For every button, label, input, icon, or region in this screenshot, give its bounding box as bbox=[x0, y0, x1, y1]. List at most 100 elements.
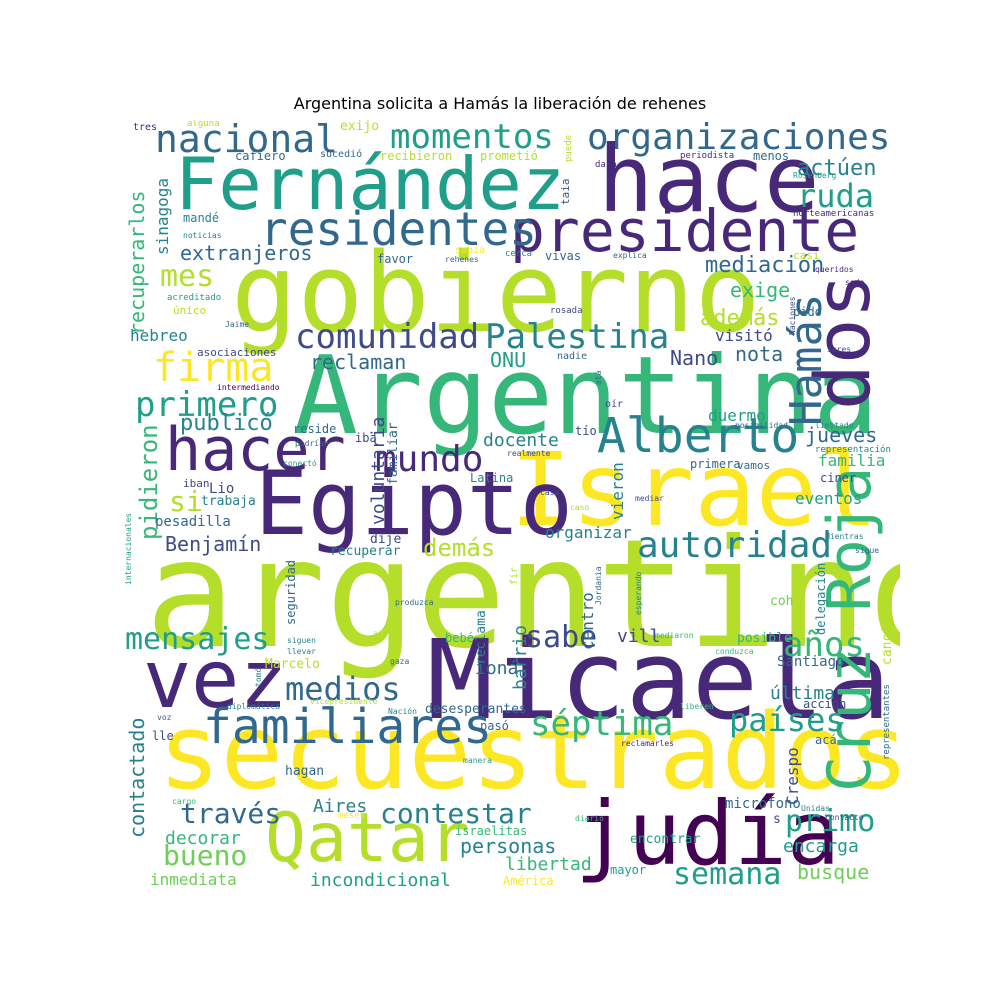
word: Jordania bbox=[594, 566, 603, 605]
word: primero bbox=[135, 385, 279, 425]
word: años bbox=[783, 625, 865, 665]
word: nacional bbox=[155, 120, 339, 161]
word: desesperantes bbox=[425, 702, 527, 717]
word: eventos bbox=[795, 489, 863, 508]
word: meses bbox=[338, 811, 366, 821]
word: voz bbox=[157, 713, 172, 722]
word: acción bbox=[803, 697, 847, 711]
word: familiares bbox=[203, 699, 492, 755]
word: Mientras bbox=[825, 532, 864, 541]
word: s bbox=[773, 812, 781, 827]
word: prometió bbox=[480, 149, 538, 163]
word: llevar bbox=[287, 647, 316, 656]
word: Israel bbox=[510, 431, 879, 550]
word: periodista bbox=[680, 151, 735, 161]
word: mes bbox=[160, 259, 215, 294]
word: bebé bbox=[445, 631, 474, 645]
word: recuperar bbox=[330, 544, 401, 559]
word: contacto bbox=[825, 813, 864, 822]
word: casa bbox=[540, 488, 560, 497]
word: familia bbox=[818, 451, 886, 470]
word: países bbox=[729, 701, 845, 739]
word: encontrar bbox=[630, 832, 701, 847]
word: contactado bbox=[125, 717, 149, 838]
word: vez bbox=[143, 633, 288, 726]
word: judía bbox=[575, 782, 840, 885]
word: visitó bbox=[715, 326, 773, 345]
word: favor bbox=[377, 252, 414, 266]
word: primo bbox=[785, 804, 876, 839]
word: residentes bbox=[260, 202, 537, 256]
word: publicó bbox=[180, 411, 273, 436]
word: lle bbox=[152, 729, 174, 743]
word: puede bbox=[564, 134, 574, 162]
word: micrófono bbox=[725, 796, 801, 812]
word: primera bbox=[690, 457, 741, 471]
word: podrían bbox=[295, 439, 329, 448]
word: recibieron bbox=[380, 149, 453, 163]
word: mediación bbox=[705, 253, 825, 278]
word: delegación bbox=[814, 562, 828, 635]
word: sigue bbox=[855, 546, 880, 555]
word: nadie bbox=[557, 351, 588, 362]
word: iban bbox=[183, 477, 210, 490]
word: tío bbox=[575, 424, 597, 438]
word: liberen bbox=[680, 702, 714, 711]
word: explica bbox=[613, 251, 647, 260]
word: posible bbox=[737, 631, 792, 646]
word: momentos bbox=[390, 120, 554, 157]
word-cloud: argentino Argentina gobierno secuestrado… bbox=[125, 120, 900, 895]
word: esperando bbox=[634, 571, 643, 615]
word: Aires bbox=[313, 796, 368, 817]
word: sabe bbox=[525, 620, 598, 655]
word: mediar bbox=[635, 494, 664, 503]
word: atá bbox=[594, 370, 603, 385]
word: personas bbox=[460, 834, 557, 858]
word: mundo bbox=[375, 439, 484, 480]
word: libertad bbox=[505, 854, 592, 875]
word: daia bbox=[595, 160, 617, 170]
word: busque bbox=[797, 860, 870, 884]
word: recuperarlos bbox=[125, 190, 149, 336]
word: través bbox=[180, 797, 282, 830]
word: reclaman bbox=[310, 350, 407, 374]
word: hagan bbox=[285, 764, 325, 779]
word: sinagoga bbox=[153, 177, 172, 255]
word: Nación bbox=[388, 707, 417, 716]
word: oír bbox=[605, 399, 624, 410]
word: reclama bbox=[474, 610, 489, 665]
word: manera bbox=[463, 756, 492, 765]
word: hacer bbox=[165, 415, 346, 485]
chart-title: Argentina solicita a Hamás la liberación… bbox=[293, 94, 707, 113]
word: rehenes bbox=[445, 255, 479, 264]
word: además bbox=[700, 306, 780, 331]
word: vivas bbox=[545, 249, 582, 263]
word: internacionales bbox=[125, 512, 133, 585]
word: semana bbox=[673, 857, 782, 892]
word: mensajes bbox=[125, 622, 270, 657]
word: bueno bbox=[163, 839, 248, 872]
word: jueves bbox=[805, 423, 878, 447]
word: extranjeros bbox=[180, 241, 313, 265]
word: posibilidad bbox=[735, 421, 788, 430]
word: trabaja bbox=[201, 494, 256, 509]
word: Micaela bbox=[427, 616, 891, 744]
word: representación bbox=[815, 445, 891, 455]
word: mayor bbox=[610, 863, 647, 877]
word: docente bbox=[483, 430, 559, 451]
word: secuestrados bbox=[158, 691, 900, 813]
word: decorar bbox=[165, 828, 241, 849]
word: argentino bbox=[145, 508, 900, 682]
word: sabía bbox=[455, 245, 486, 256]
word: organizaciones bbox=[587, 120, 891, 158]
word: contestar bbox=[380, 797, 532, 830]
word: autoridad bbox=[637, 525, 833, 566]
word: asociaciones bbox=[197, 346, 277, 359]
word: intermediando bbox=[217, 383, 280, 392]
word: norteamericanas bbox=[793, 209, 875, 219]
word: ruda bbox=[797, 177, 875, 215]
word: limitado bbox=[815, 421, 854, 430]
word: pesadilla bbox=[155, 514, 231, 530]
word: Rosenberg bbox=[793, 171, 837, 180]
word: Santiago bbox=[777, 654, 845, 670]
